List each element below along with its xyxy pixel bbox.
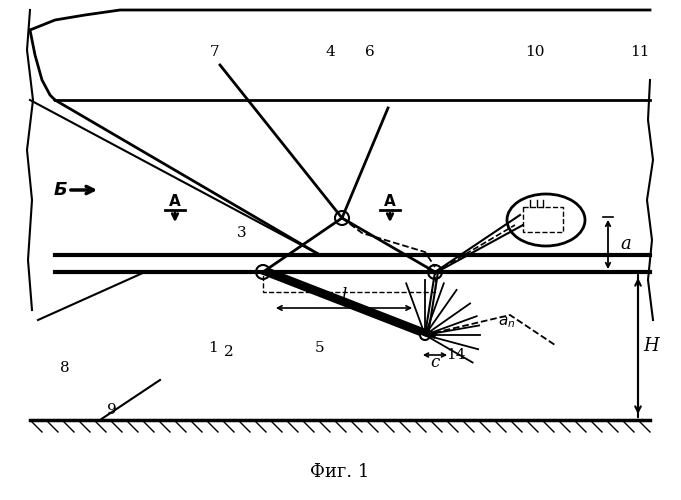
Text: А: А [169,194,181,210]
Text: $a_n$: $a_n$ [498,314,516,330]
Text: l: l [341,287,347,304]
Text: 2: 2 [224,345,234,359]
Text: 10: 10 [525,45,545,59]
Bar [523,207,563,232]
Text: 14: 14 [446,348,466,362]
Text: H: H [643,337,659,355]
Bar [263,272,435,292]
Text: 7: 7 [210,45,220,59]
Text: Б: Б [53,181,67,199]
Text: А: А [384,194,396,210]
Text: 5: 5 [315,341,325,355]
Text: 4: 4 [325,45,335,59]
Text: a: a [620,235,631,253]
Text: 11: 11 [630,45,650,59]
Text: Фиг. 1: Фиг. 1 [311,463,370,481]
Text: c: c [430,354,440,371]
Text: 6: 6 [365,45,375,59]
Text: 1: 1 [208,341,218,355]
Text: 3: 3 [237,226,247,240]
Text: 9: 9 [107,403,117,417]
Text: 8: 8 [60,361,70,375]
